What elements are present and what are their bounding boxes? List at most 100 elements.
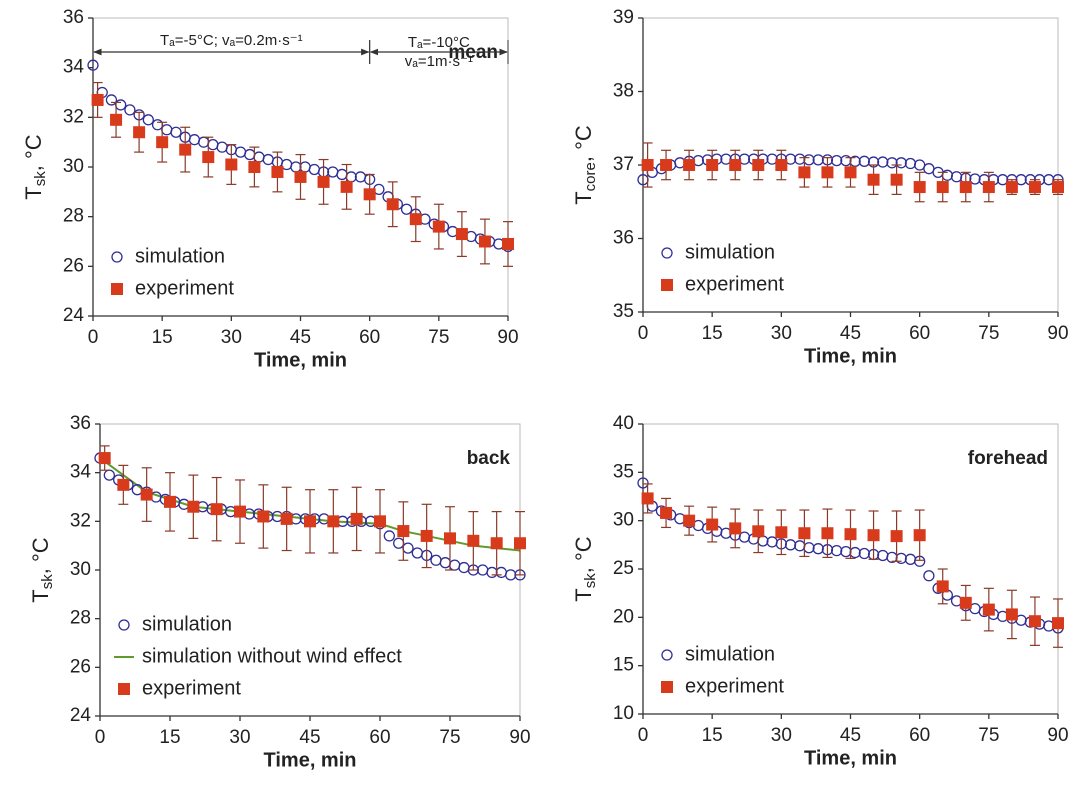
x-tick-label: 0	[638, 725, 649, 746]
y-title-symbol: T	[571, 588, 596, 601]
x-tick-label: 45	[290, 327, 311, 348]
y-tick-label: 20	[613, 606, 634, 627]
simulation-point	[877, 549, 889, 562]
y-title-subscript: sk	[32, 171, 49, 187]
panel-label: forehead	[968, 448, 1048, 469]
experiment-point	[729, 522, 742, 535]
experiment-point	[936, 181, 949, 194]
y-tick-label: 32	[63, 106, 84, 127]
y-tick-label: 37	[613, 154, 634, 175]
simulation-point	[877, 156, 889, 168]
simulation-point	[170, 126, 182, 138]
experiment-point	[327, 515, 340, 528]
y-tick-label: 25	[613, 558, 634, 579]
y-title-unit: , °C	[21, 134, 46, 171]
panel: 24 26 28 30 32 34 36 0 15 30 45 60 75 90 Time, min Tsk,…	[21, 7, 519, 371]
simulation-point	[784, 539, 797, 551]
legend-symbol	[118, 683, 130, 695]
experiment-point	[641, 159, 654, 171]
experiment-point	[1005, 608, 1018, 621]
experiment-point	[890, 530, 903, 543]
simulation-point	[253, 151, 265, 163]
legend-label: simulation	[685, 241, 775, 263]
simulation-point	[486, 566, 498, 579]
x-tick-label: 30	[771, 323, 792, 344]
simulation-point	[923, 570, 935, 582]
experiment-point	[683, 159, 696, 171]
x-tick-label: 60	[909, 725, 930, 746]
x-tick-label: 15	[152, 327, 173, 348]
x-tick-label: 90	[1047, 725, 1068, 746]
experiment-point	[959, 596, 972, 609]
simulation-point	[345, 171, 357, 183]
simulation-point	[383, 530, 395, 542]
x-tick-label: 90	[509, 727, 530, 748]
y-tick-label: 10	[613, 703, 634, 724]
experiment-point	[1028, 615, 1041, 628]
y-title-unit: , °C	[571, 536, 596, 573]
experiment-point	[234, 505, 246, 518]
experiment-point	[660, 506, 673, 519]
x-tick-label: 45	[840, 725, 861, 746]
simulation-point	[477, 564, 489, 576]
panel-label: back	[467, 448, 511, 469]
simulation-point	[831, 154, 843, 167]
x-axis-title: Time, min	[804, 345, 897, 367]
experiment-point	[397, 525, 410, 538]
legend-symbol	[661, 279, 673, 291]
y-tick-label: 24	[70, 705, 92, 726]
simulation-point	[794, 540, 806, 552]
experiment-point	[1052, 617, 1064, 630]
simulation-point	[103, 469, 115, 481]
simulation-point	[430, 554, 442, 566]
experiment-point	[363, 188, 376, 201]
experiment-point	[467, 534, 480, 547]
simulation-point	[914, 159, 926, 171]
legend-symbol	[661, 247, 673, 259]
experiment-point	[821, 527, 834, 540]
x-tick-label: 75	[439, 727, 460, 748]
simulation-point	[449, 559, 461, 571]
y-tick-label: 30	[70, 559, 91, 580]
y-tick-label: 26	[63, 255, 84, 276]
legend-label: experiment	[685, 273, 784, 295]
simulation-point	[105, 94, 118, 106]
y-tick-label: 39	[613, 7, 634, 28]
experiment-point	[444, 532, 456, 545]
experiment-point	[317, 175, 330, 188]
experiment-point	[455, 228, 468, 241]
experiment-point	[844, 528, 857, 541]
experiment-point	[257, 510, 270, 523]
simulation-point	[904, 553, 917, 565]
simulation-point	[831, 544, 843, 557]
annotation-text: Tₐ=-5°C; vₐ=0.2m·s⁻¹	[160, 32, 303, 49]
experiment-point	[271, 165, 284, 178]
experiment-point	[156, 136, 169, 149]
x-tick-label: 60	[909, 323, 930, 344]
y-title-unit: , °C	[28, 537, 53, 574]
experiment-point	[775, 159, 788, 171]
experiment-point	[867, 173, 880, 186]
x-tick-label: 30	[771, 725, 792, 746]
experiment-point	[294, 170, 307, 183]
legend-label: experiment	[142, 677, 241, 699]
experiment-point	[280, 512, 293, 525]
x-tick-label: 15	[159, 727, 180, 748]
simulation-point	[290, 161, 302, 173]
experiment-point	[890, 173, 903, 186]
simulation-point	[812, 543, 824, 555]
simulation-point	[336, 168, 348, 181]
experiment-point	[140, 488, 153, 501]
x-axis-title: Time, min	[804, 747, 897, 769]
experiment-point	[350, 512, 363, 525]
y-tick-label: 34	[63, 57, 85, 78]
experiment-point	[248, 161, 261, 173]
x-tick-label: 30	[221, 327, 242, 348]
experiment-point	[1052, 181, 1064, 194]
simulation-point	[812, 154, 824, 166]
legend-symbol	[118, 619, 130, 631]
simulation-point	[393, 537, 405, 549]
simulation-point	[327, 166, 339, 178]
experiment-point	[340, 180, 353, 193]
